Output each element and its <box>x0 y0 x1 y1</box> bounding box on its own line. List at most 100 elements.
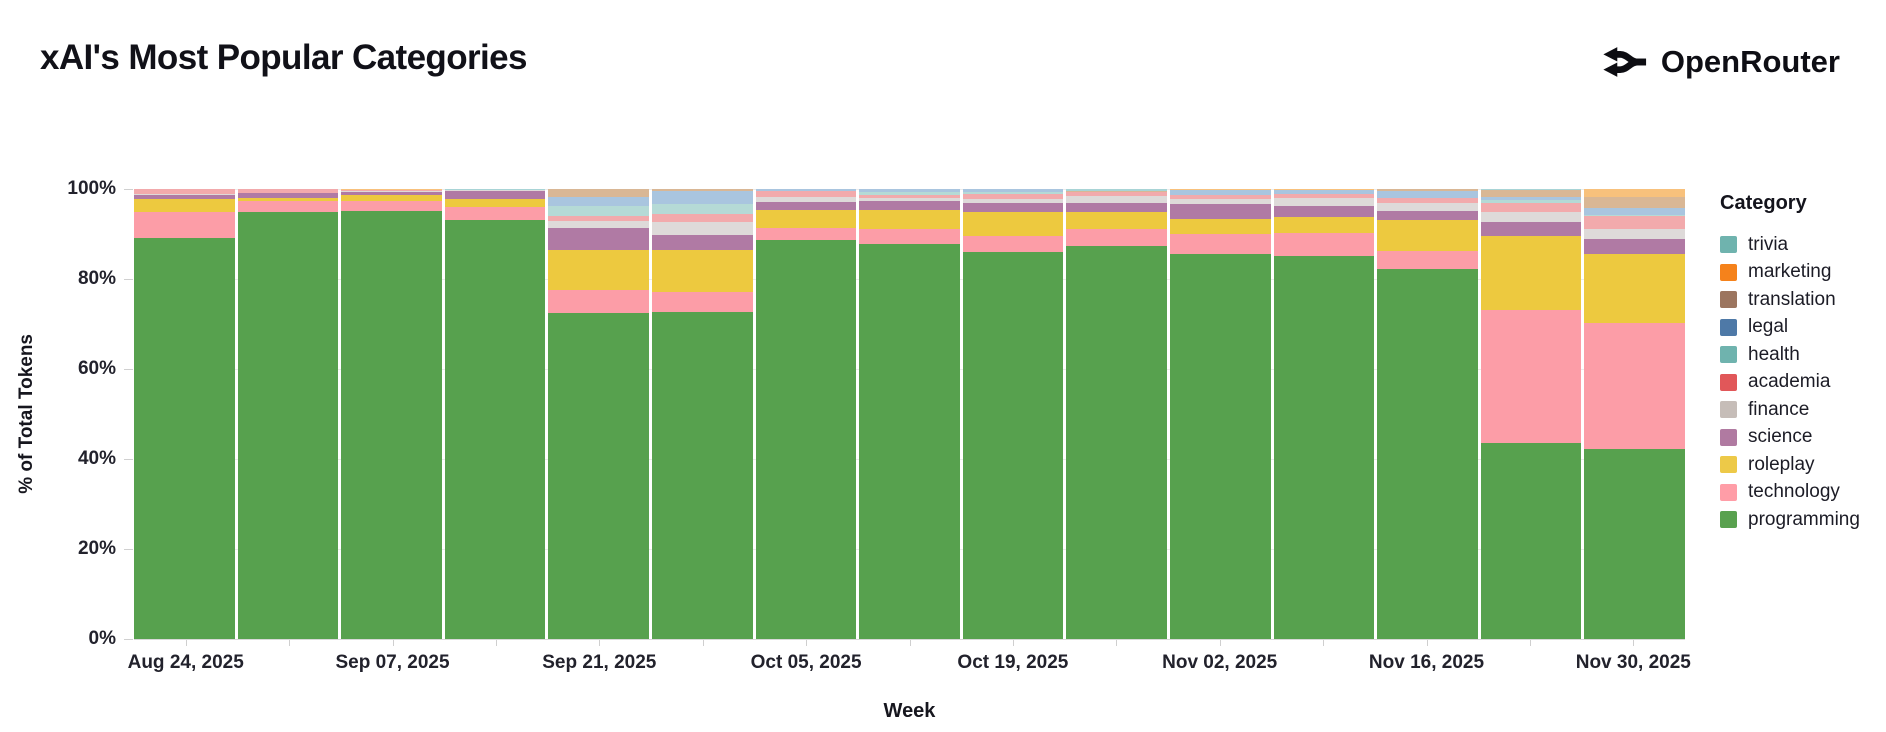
bar-week-10[interactable] <box>1169 189 1271 639</box>
bar-week-3[interactable] <box>444 189 546 639</box>
bar-segment-finance[interactable] <box>859 198 960 201</box>
bar-segment-health[interactable] <box>1584 214 1685 216</box>
bar-segment-finance[interactable] <box>134 193 235 196</box>
bar-week-12[interactable] <box>1377 189 1478 639</box>
legend-item-science[interactable]: science <box>1720 424 1884 452</box>
bar-segment-programming[interactable] <box>444 219 546 639</box>
bar-segment-roleplay[interactable] <box>444 199 546 208</box>
bar-segment-legal[interactable] <box>1480 197 1582 201</box>
bar-segment-academia[interactable] <box>1377 197 1478 204</box>
bar-segment-programming[interactable] <box>1066 245 1167 639</box>
bar-segment-technology[interactable] <box>341 200 442 211</box>
bar-segment-roleplay[interactable] <box>341 194 442 201</box>
bar-segment-technology[interactable] <box>444 207 546 220</box>
bar-segment-academia[interactable] <box>1066 192 1167 197</box>
legend-item-programming[interactable]: programming <box>1720 506 1884 534</box>
bar-segment-science[interactable] <box>1377 210 1478 221</box>
bar-week-4[interactable] <box>548 189 649 639</box>
bar-segment-roleplay[interactable] <box>1169 219 1271 234</box>
bar-segment-science[interactable] <box>341 191 442 195</box>
bar-segment-technology[interactable] <box>134 212 235 238</box>
bar-segment-technology[interactable] <box>1066 228 1167 246</box>
bar-segment-health[interactable] <box>1480 200 1582 203</box>
legend-item-roleplay[interactable]: roleplay <box>1720 451 1884 479</box>
bar-segment-science[interactable] <box>651 234 753 251</box>
bar-segment-finance[interactable] <box>1273 197 1375 207</box>
bar-segment-academia[interactable] <box>1480 203 1582 212</box>
bar-segment-legal[interactable] <box>755 189 857 192</box>
bar-segment-programming[interactable] <box>1480 442 1582 639</box>
bar-segment-roleplay[interactable] <box>237 197 339 202</box>
bar-segment-roleplay[interactable] <box>1066 212 1167 229</box>
bar-segment-finance[interactable] <box>1480 211 1582 223</box>
bar-segment-legal[interactable] <box>962 189 1064 192</box>
bar-week-9[interactable] <box>1066 189 1167 639</box>
bar-segment-science[interactable] <box>755 201 857 210</box>
bar-segment-programming[interactable] <box>237 211 339 639</box>
bar-segment-science[interactable] <box>1273 206 1375 217</box>
bar-segment-roleplay[interactable] <box>1480 236 1582 310</box>
bar-segment-academia[interactable] <box>237 189 339 193</box>
bar-segment-programming[interactable] <box>962 252 1064 639</box>
bar-segment-legal[interactable] <box>548 196 649 207</box>
bar-segment-roleplay[interactable] <box>1377 220 1478 251</box>
bar-segment-programming[interactable] <box>651 312 753 639</box>
bar-segment-science[interactable] <box>1169 203 1271 220</box>
bar-segment-legal[interactable] <box>1584 207 1685 215</box>
legend-item-finance[interactable]: finance <box>1720 396 1884 424</box>
bar-segment-finance[interactable] <box>755 197 857 202</box>
bar-segment-translation[interactable] <box>651 189 753 191</box>
bar-segment-legal[interactable] <box>651 190 753 205</box>
bar-segment-roleplay[interactable] <box>651 250 753 292</box>
bar-segment-academia[interactable] <box>341 189 442 191</box>
bar-segment-finance[interactable] <box>1066 196 1167 203</box>
bar-segment-health[interactable] <box>859 192 960 195</box>
bar-segment-technology[interactable] <box>1480 309 1582 443</box>
bar-segment-roleplay[interactable] <box>962 211 1064 236</box>
bar-segment-translation[interactable] <box>1377 189 1478 191</box>
bar-segment-roleplay[interactable] <box>1584 253 1685 323</box>
bar-segment-legal[interactable] <box>1169 189 1271 196</box>
bar-week-1[interactable] <box>237 189 339 639</box>
bar-segment-programming[interactable] <box>1584 449 1685 639</box>
bar-week-7[interactable] <box>859 189 960 639</box>
legend-item-trivia[interactable]: trivia <box>1720 231 1884 259</box>
bar-segment-science[interactable] <box>444 190 546 200</box>
bar-segment-finance[interactable] <box>1169 199 1271 204</box>
bar-segment-technology[interactable] <box>755 227 857 240</box>
bar-segment-academia[interactable] <box>962 193 1064 199</box>
bar-segment-legal[interactable] <box>1377 190 1478 198</box>
bar-segment-technology[interactable] <box>237 201 339 212</box>
bar-segment-science[interactable] <box>237 192 339 198</box>
bar-segment-trivia[interactable] <box>1066 189 1167 192</box>
bar-week-5[interactable] <box>651 189 753 639</box>
bar-segment-translation[interactable] <box>1480 189 1582 198</box>
bar-segment-science[interactable] <box>1066 202 1167 213</box>
bar-segment-programming[interactable] <box>1169 254 1271 639</box>
bar-segment-programming[interactable] <box>1273 256 1375 639</box>
bar-segment-marketing[interactable] <box>1584 189 1685 198</box>
bar-segment-technology[interactable] <box>651 291 753 313</box>
legend-item-marketing[interactable]: marketing <box>1720 259 1884 287</box>
bar-segment-finance[interactable] <box>651 222 753 235</box>
bar-segment-academia[interactable] <box>444 189 546 191</box>
bar-segment-health[interactable] <box>962 191 1064 194</box>
bar-week-11[interactable] <box>1273 189 1375 639</box>
bar-segment-programming[interactable] <box>755 239 857 639</box>
bar-segment-programming[interactable] <box>1377 269 1478 639</box>
legend-item-technology[interactable]: technology <box>1720 479 1884 507</box>
bar-week-6[interactable] <box>755 189 857 639</box>
bar-segment-roleplay[interactable] <box>859 210 960 230</box>
bar-segment-programming[interactable] <box>341 210 442 639</box>
bar-week-13[interactable] <box>1480 189 1582 639</box>
bar-segment-translation[interactable] <box>1066 191 1167 193</box>
bar-segment-translation[interactable] <box>1273 189 1375 191</box>
bar-segment-academia[interactable] <box>548 215 649 221</box>
bar-segment-science[interactable] <box>859 200 960 211</box>
legend-item-translation[interactable]: translation <box>1720 286 1884 314</box>
bar-segment-science[interactable] <box>134 195 235 199</box>
bar-segment-academia[interactable] <box>651 213 753 223</box>
bar-segment-finance[interactable] <box>1584 228 1685 240</box>
bar-segment-roleplay[interactable] <box>1273 216 1375 234</box>
bar-segment-technology[interactable] <box>1377 250 1478 270</box>
